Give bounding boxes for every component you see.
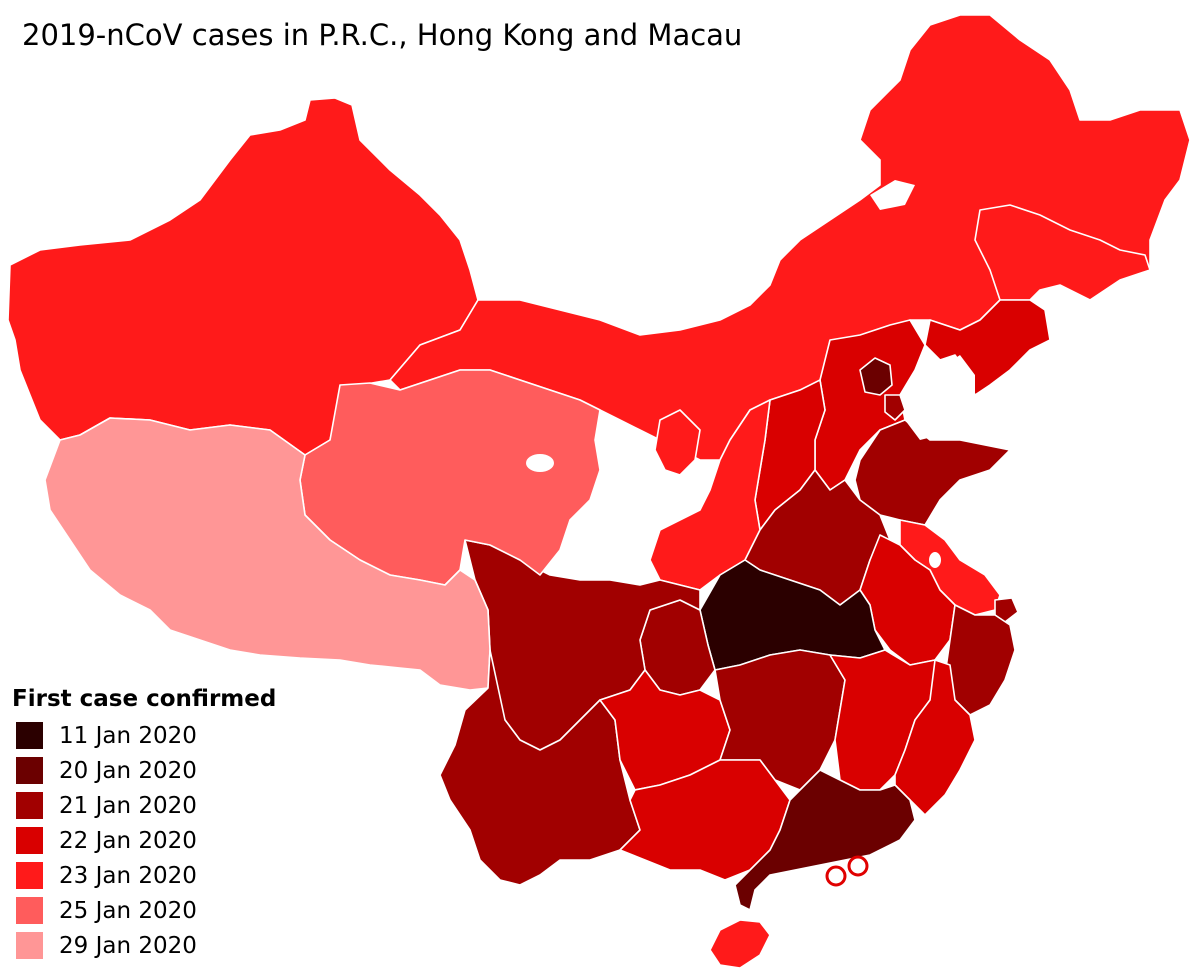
legend-title: First case confirmed	[12, 686, 277, 712]
legend-item: 29 Jan 2020	[12, 928, 276, 963]
legend-item: 25 Jan 2020	[12, 893, 276, 928]
region-shandong[interactable]	[854, 419, 1011, 526]
region-beijing[interactable]	[859, 357, 893, 396]
region-hainan[interactable]	[709, 919, 771, 969]
legend-label: 23 Jan 2020	[59, 862, 197, 889]
region-ningxia[interactable]	[654, 409, 701, 476]
legend: First case confirmed 11 Jan 2020 20 Jan …	[12, 686, 276, 963]
region-guangdong[interactable]	[734, 769, 916, 911]
hongkong-marker[interactable]	[847, 855, 869, 877]
region-shanghai[interactable]	[994, 597, 1019, 623]
legend-swatch	[16, 792, 43, 819]
legend-item: 22 Jan 2020	[12, 823, 276, 858]
region-tianjin[interactable]	[884, 394, 906, 421]
legend-swatch	[16, 757, 43, 784]
legend-swatch	[16, 897, 43, 924]
legend-label: 21 Jan 2020	[59, 792, 197, 819]
legend-items: 11 Jan 2020 20 Jan 2020 21 Jan 2020 22 J…	[12, 718, 276, 963]
legend-item: 11 Jan 2020	[12, 718, 276, 753]
region-fujian[interactable]	[894, 659, 976, 816]
hulun-lake	[870, 180, 915, 210]
lake-hongze	[929, 552, 941, 568]
legend-swatch	[16, 827, 43, 854]
legend-label: 29 Jan 2020	[59, 932, 197, 959]
legend-label: 25 Jan 2020	[59, 897, 197, 924]
region-liaoning[interactable]	[924, 299, 1051, 396]
region-guangxi[interactable]	[619, 759, 791, 881]
legend-label: 20 Jan 2020	[59, 757, 197, 784]
legend-item: 21 Jan 2020	[12, 788, 276, 823]
legend-label: 22 Jan 2020	[59, 827, 197, 854]
legend-swatch	[16, 862, 43, 889]
legend-label: 11 Jan 2020	[59, 722, 197, 749]
lake-qinghai	[526, 454, 554, 472]
legend-item: 20 Jan 2020	[12, 753, 276, 788]
legend-swatch	[16, 722, 43, 749]
macau-marker[interactable]	[825, 865, 847, 887]
bohai-sea	[905, 355, 975, 440]
legend-item: 23 Jan 2020	[12, 858, 276, 893]
legend-swatch	[16, 932, 43, 959]
region-jilin[interactable]	[974, 204, 1151, 301]
map-title: 2019-nCoV cases in P.R.C., Hong Kong and…	[22, 18, 743, 52]
